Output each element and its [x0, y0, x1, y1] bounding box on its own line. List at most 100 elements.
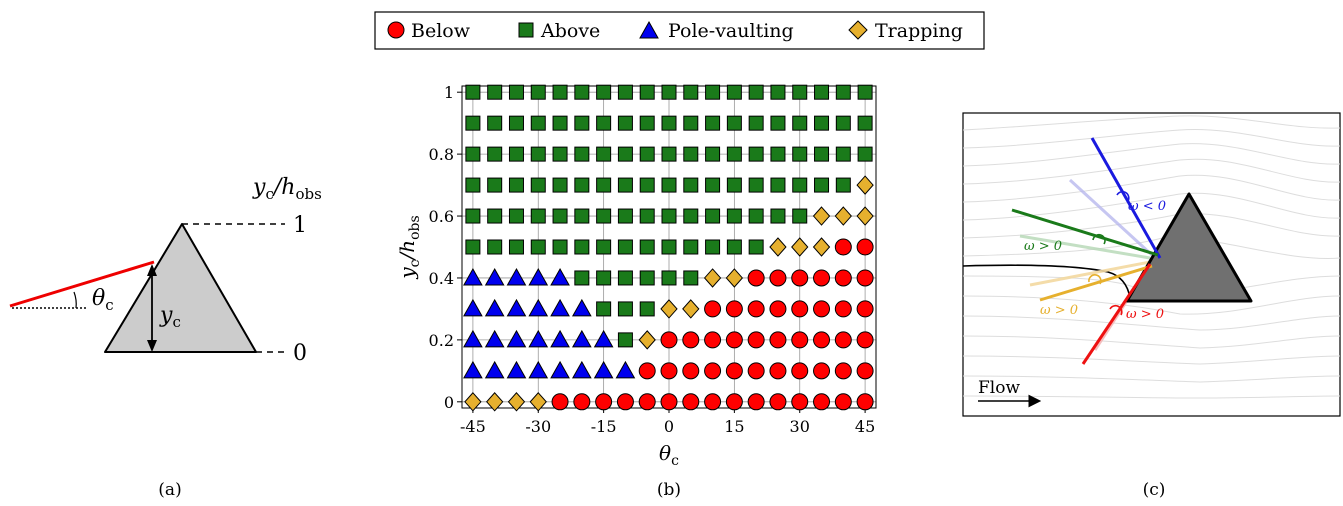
point-pole-vaulting	[506, 329, 527, 348]
point-pole-vaulting	[484, 360, 505, 379]
point-above	[530, 239, 546, 255]
height-label: yc	[159, 303, 181, 331]
point-above	[792, 208, 808, 224]
point-above	[835, 84, 851, 100]
point-above	[683, 115, 699, 131]
point-below	[725, 331, 743, 349]
point-above	[465, 146, 481, 162]
omega-label-green: ω > 0	[1024, 239, 1062, 254]
point-above	[683, 239, 699, 255]
red-fiber	[9, 260, 155, 308]
point-pole-vaulting	[528, 298, 549, 317]
point-below	[704, 331, 722, 349]
point-above	[639, 115, 655, 131]
rotation-icon-green	[1092, 234, 1106, 245]
x-tick-label: 45	[855, 417, 875, 436]
point-pole-vaulting	[593, 360, 614, 379]
point-above	[487, 146, 503, 162]
point-trapping	[812, 237, 831, 257]
point-pole-vaulting	[463, 267, 483, 286]
point-above	[596, 177, 612, 193]
point-above	[705, 239, 721, 255]
point-pole-vaulting	[593, 329, 614, 348]
point-above	[748, 115, 764, 131]
point-below	[747, 269, 765, 287]
point-below	[660, 362, 678, 380]
point-above	[465, 177, 481, 193]
y-tick-label: 0.2	[429, 331, 454, 350]
point-pole-vaulting	[528, 267, 549, 286]
point-trapping	[529, 392, 547, 412]
point-below	[682, 393, 700, 411]
point-below	[834, 238, 852, 256]
point-above	[748, 84, 764, 100]
point-pole-vaulting	[484, 298, 505, 317]
point-above	[639, 84, 655, 100]
panel-b: -45 -30 -15 0 15 30 45 0 0.2 0.4 0.6 0.8 1 θc yc/hob…	[395, 83, 877, 500]
point-above	[705, 146, 721, 162]
point-above	[487, 115, 503, 131]
point-above	[465, 208, 481, 224]
point-above	[748, 208, 764, 224]
omega-label-yellow: ω > 0	[1040, 303, 1078, 318]
point-pole-vaulting	[506, 298, 527, 317]
point-below	[725, 393, 743, 411]
panel-a: yc/hobs 1 0 θc yc (a)	[9, 175, 322, 500]
point-below	[638, 362, 656, 380]
point-below	[704, 362, 722, 380]
omega-label-red: ω > 0	[1126, 307, 1164, 322]
point-above	[530, 84, 546, 100]
point-above	[770, 146, 786, 162]
point-pole-vaulting	[463, 329, 483, 348]
y-tick-label: 0.8	[429, 145, 454, 164]
omega-label-blue: ω < 0	[1128, 199, 1166, 214]
caption-b: (b)	[657, 480, 681, 500]
point-above	[596, 239, 612, 255]
fiber-green	[1011, 208, 1159, 257]
point-above	[705, 177, 721, 193]
point-above	[770, 208, 786, 224]
point-pole-vaulting	[550, 298, 570, 317]
point-above	[617, 301, 633, 317]
point-above	[835, 115, 851, 131]
height-arrow-head-up	[147, 264, 157, 276]
point-above	[639, 301, 655, 317]
point-above	[726, 239, 742, 255]
point-above	[639, 270, 655, 286]
point-above	[814, 146, 830, 162]
point-above	[508, 146, 524, 162]
x-tick-label: 15	[724, 417, 744, 436]
point-above	[552, 146, 568, 162]
point-above	[617, 177, 633, 193]
rotation-icon-blue	[1116, 190, 1130, 202]
obstacle-triangle-c	[1125, 192, 1253, 303]
point-below	[595, 393, 613, 411]
point-above	[574, 115, 590, 131]
point-below	[769, 300, 787, 318]
point-above	[726, 208, 742, 224]
point-below	[834, 362, 852, 380]
caption-a: (a)	[158, 480, 181, 500]
x-tick-label: 0	[664, 417, 674, 436]
point-above	[814, 84, 830, 100]
point-above	[530, 208, 546, 224]
point-above	[726, 177, 742, 193]
point-trapping	[660, 299, 678, 319]
point-above	[770, 84, 786, 100]
point-above	[661, 208, 677, 224]
point-pole-vaulting	[550, 329, 570, 348]
point-trapping	[856, 206, 874, 226]
y-tick-label: 0.6	[429, 207, 454, 226]
point-above	[574, 270, 590, 286]
point-above	[617, 270, 633, 286]
x-tick-label: -30	[525, 417, 551, 436]
point-above	[552, 208, 568, 224]
point-above	[596, 115, 612, 131]
legend-label-trapping: Trapping	[875, 20, 963, 42]
legend-marker-pole-vaulting	[639, 20, 659, 39]
point-below	[856, 362, 874, 380]
fiber-red	[1081, 263, 1152, 365]
point-trapping	[834, 206, 852, 226]
fiber-trace-blue	[1068, 178, 1154, 257]
point-above	[770, 177, 786, 193]
